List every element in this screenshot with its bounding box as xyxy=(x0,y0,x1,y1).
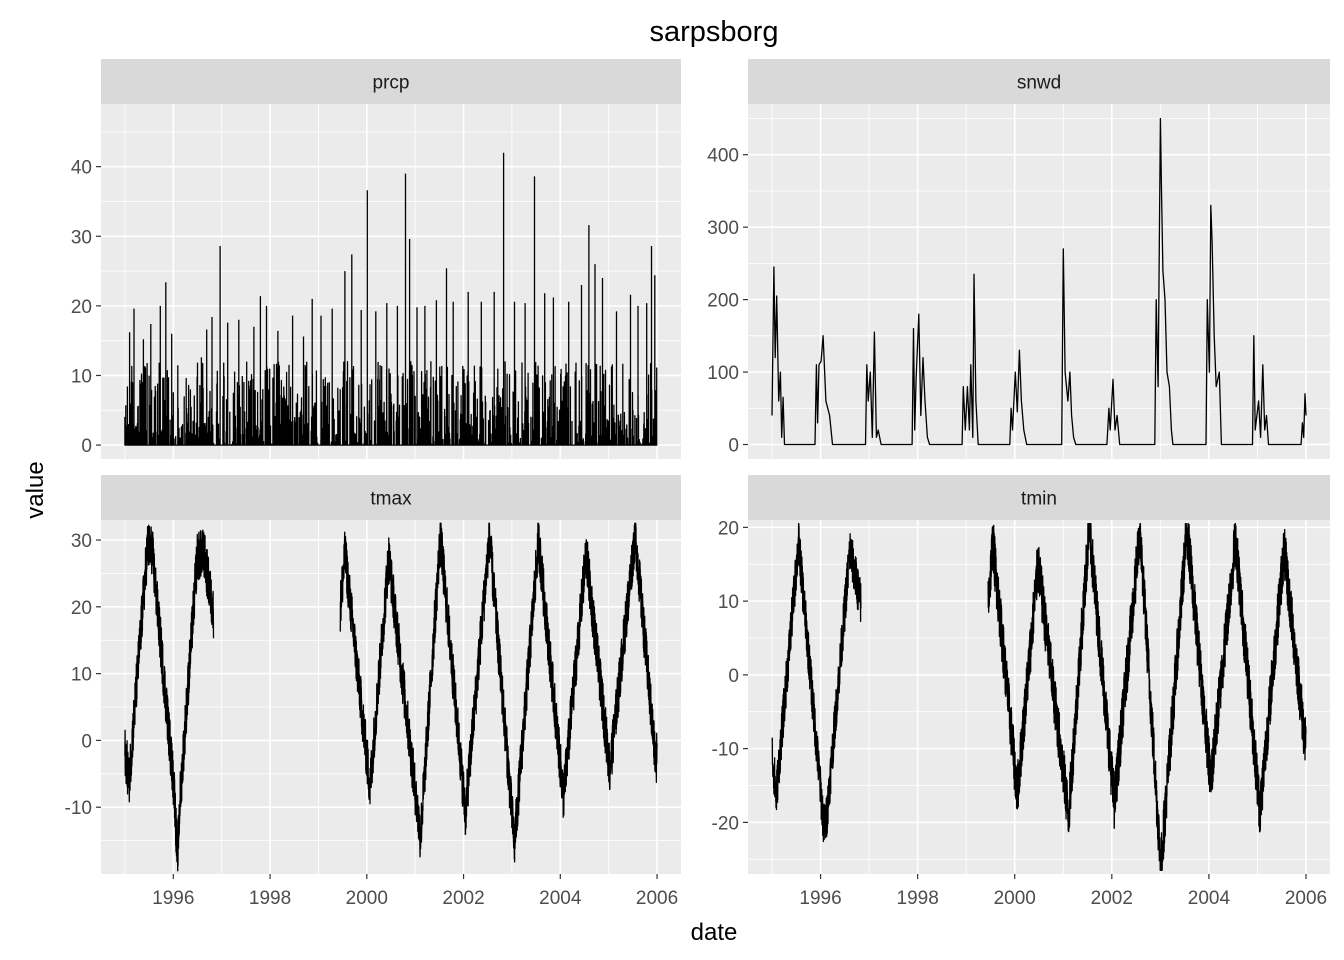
x-tick-label: 2004 xyxy=(539,888,582,909)
y-tick-label: -20 xyxy=(712,813,739,834)
x-tick-label: 2000 xyxy=(346,888,388,909)
strip-label-tmin: tmin xyxy=(1021,489,1057,510)
y-tick-label: 300 xyxy=(707,218,739,239)
y-tick-label: -10 xyxy=(712,740,739,761)
series-line-tmax xyxy=(124,522,658,872)
y-tick-label: 10 xyxy=(71,366,92,387)
x-tick-label: 1996 xyxy=(152,888,194,909)
y-tick-label: 40 xyxy=(71,158,92,179)
y-tick-label: 100 xyxy=(707,363,739,384)
facet-tmin: tmin -20 -10 0 10 20 1996 1998 2000 2002 2004 2006 xyxy=(712,475,1330,909)
y-axis-title: value xyxy=(22,461,49,518)
y-tick-label: 20 xyxy=(71,297,92,318)
y-tick-label: 0 xyxy=(81,731,92,752)
facet-tmax: tmax -10 0 10 20 30 1996 1998 2000 2002 2004 2006 xyxy=(65,475,681,909)
series-line-snwd xyxy=(771,117,1307,446)
y-tick-label: 10 xyxy=(718,592,739,613)
y-tick-label: 30 xyxy=(71,531,92,552)
strip-label-snwd: snwd xyxy=(1017,73,1061,94)
x-tick-label: 2006 xyxy=(636,888,678,909)
strip-label-prcp: prcp xyxy=(373,73,410,94)
series-line-tmin xyxy=(771,523,1307,871)
x-tick-label: 2004 xyxy=(1188,888,1231,909)
chart-title: sarpsborg xyxy=(650,16,779,48)
facet-prcp: prcp 0 10 20 30 40 xyxy=(71,59,681,459)
y-tick-label: -10 xyxy=(65,798,92,819)
facet-snwd: snwd 0 100 200 300 400 xyxy=(707,59,1330,459)
x-axis-title: date xyxy=(691,919,738,946)
x-tick-label: 2002 xyxy=(1091,888,1133,909)
x-tick-label: 2002 xyxy=(442,888,484,909)
y-tick-label: 10 xyxy=(71,665,92,686)
strip-prcp xyxy=(101,59,681,104)
x-tick-label: 1996 xyxy=(799,888,841,909)
x-tick-label: 1998 xyxy=(897,888,939,909)
x-tick-label: 2000 xyxy=(994,888,1036,909)
x-tick-label: 2006 xyxy=(1285,888,1327,909)
facet-panels: prcp010203040snwd0100200300400tmax-10010… xyxy=(65,59,1330,909)
x-tick-label: 1998 xyxy=(249,888,291,909)
y-tick-label: 0 xyxy=(728,436,739,457)
series-line-prcp xyxy=(124,152,658,446)
y-tick-label: 400 xyxy=(707,146,739,167)
strip-tmin xyxy=(748,475,1330,520)
strip-label-tmax: tmax xyxy=(370,489,412,510)
strip-snwd xyxy=(748,59,1330,104)
y-tick-label: 20 xyxy=(71,598,92,619)
strip-tmax xyxy=(101,475,681,520)
y-tick-label: 30 xyxy=(71,227,92,248)
panel-bg-snwd xyxy=(748,104,1330,459)
y-tick-label: 0 xyxy=(728,666,739,687)
y-tick-label: 200 xyxy=(707,291,739,312)
y-tick-label: 0 xyxy=(81,436,92,457)
y-tick-label: 20 xyxy=(718,518,739,539)
